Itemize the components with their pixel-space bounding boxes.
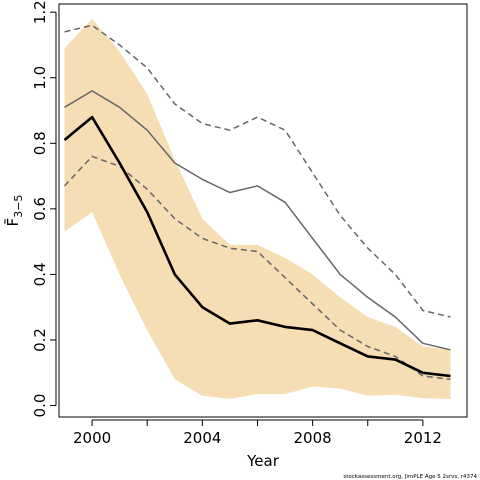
series-line-dashed-lower [63, 155, 451, 381]
confidence-band [64, 18, 451, 400]
y-axis-title-main: F̄ [3, 218, 22, 227]
x-axis-title: Year [246, 452, 280, 470]
y-tick-label: 1.2 [31, 0, 49, 24]
series-line-thin [64, 90, 451, 351]
x-tick-label: 2000 [73, 429, 111, 447]
x-tick-label: 2008 [294, 429, 332, 447]
y-tick-label: 0.8 [31, 131, 49, 155]
x-axis: 2000 2004 2008 2012 [73, 419, 442, 447]
y-axis-title: F̄3−5 [3, 195, 25, 227]
y-tick-label: 0.4 [31, 262, 49, 286]
plot-area [63, 18, 451, 400]
x-tick-label: 2004 [183, 429, 221, 447]
plot-frame [58, 3, 468, 418]
series-line-bold [63, 115, 451, 378]
y-tick-label: 0.0 [31, 394, 49, 418]
footnote: stockassessment.org, JimPLE Age 5 2srvs,… [343, 474, 477, 480]
series-line-dashed-upper [64, 24, 451, 318]
y-tick-label: 0.2 [31, 328, 49, 352]
y-axis-title-subscript: 3−5 [12, 195, 25, 218]
x-tick-label: 2012 [404, 429, 442, 447]
y-tick-label: 0.6 [31, 197, 49, 221]
y-tick-label: 1.0 [31, 66, 49, 90]
y-axis: 0.0 0.2 0.4 0.6 0.8 1.0 1.2 [31, 0, 57, 418]
